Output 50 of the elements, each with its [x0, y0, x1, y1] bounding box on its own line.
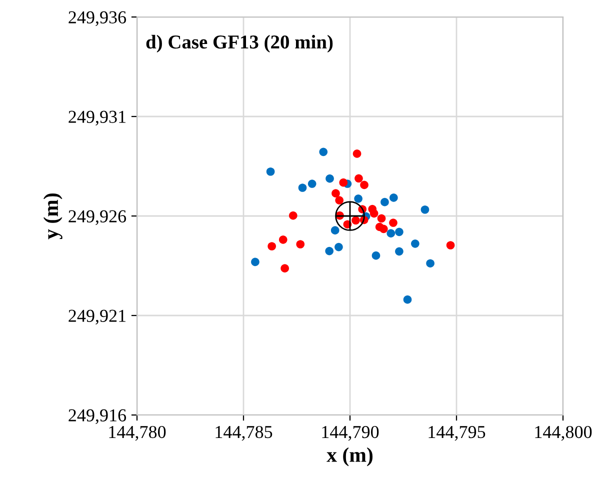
y-tick-label: 249,936	[68, 11, 126, 26]
y-tick-label: 249,931	[68, 110, 126, 126]
point	[379, 224, 388, 234]
point	[377, 214, 386, 223]
x-tick-label: 144,785	[216, 426, 272, 441]
text: d) Case GF13 (20 min)	[146, 34, 333, 53]
point	[360, 180, 368, 190]
point	[319, 148, 328, 156]
point	[325, 246, 334, 256]
point	[334, 242, 343, 252]
point	[370, 209, 378, 218]
point	[332, 189, 340, 198]
point	[278, 236, 288, 244]
point	[266, 167, 275, 176]
point	[308, 180, 316, 188]
point	[420, 205, 430, 214]
point	[330, 226, 340, 234]
point	[395, 247, 404, 256]
point	[339, 178, 348, 187]
point	[251, 258, 260, 266]
point	[352, 216, 360, 225]
x-tick-label: 144,780	[109, 426, 166, 441]
point	[296, 240, 305, 248]
x-tick-label: 144,795	[428, 426, 486, 441]
point	[390, 194, 398, 202]
x-axis-title: x (m)	[326, 447, 373, 466]
y-tick-label: 249,916	[68, 409, 126, 424]
point	[268, 242, 276, 250]
point	[354, 174, 363, 183]
y-tick-label: 249,921	[68, 310, 126, 325]
point	[335, 196, 344, 204]
point	[326, 174, 334, 183]
x-tick-label: 144,800	[535, 426, 592, 441]
point	[386, 229, 396, 238]
point	[354, 194, 362, 203]
point	[288, 211, 298, 220]
point	[395, 228, 404, 236]
point	[411, 239, 420, 248]
point	[403, 295, 412, 304]
point	[446, 241, 455, 250]
x-tick-label: 144,790	[322, 426, 379, 441]
point	[380, 198, 389, 206]
point	[280, 264, 289, 273]
y-tick-label: 249,926	[68, 210, 126, 226]
y-axis-title: y (m)	[43, 193, 62, 240]
point	[372, 251, 380, 260]
point	[389, 218, 398, 227]
point	[426, 259, 434, 268]
point	[298, 184, 307, 192]
point	[352, 150, 362, 158]
